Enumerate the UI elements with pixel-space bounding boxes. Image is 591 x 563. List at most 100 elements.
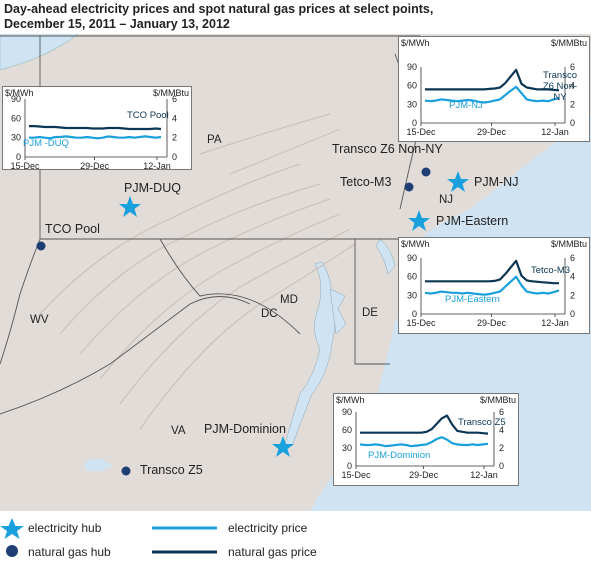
ytick-left-label: 0 (412, 118, 417, 128)
series-label-gas: Tetco-M3 (531, 265, 571, 276)
xtick-label: 29-Dec (477, 127, 507, 137)
inset-chart-duq: $/MWh $/MMBtu 90 60 30 0 6 4 2 0 15-Dec 29-Dec 12-… (2, 86, 192, 170)
electricity-price-line (29, 135, 162, 140)
xtick-label: 12-Jan (541, 318, 569, 328)
gas-hub-dot (121, 466, 131, 476)
ytick-left-label: 60 (407, 81, 417, 91)
xtick-label: 15-Dec (10, 161, 40, 169)
label-wv: WV (30, 314, 49, 326)
series-label-gas: TCO Pool (127, 110, 169, 121)
bay-inlet (329, 288, 347, 335)
series-label-electricity: PJM-Eastern (445, 294, 500, 305)
ytick-right-label: 0 (570, 309, 575, 319)
label-pjm-nj: PJM-NJ (474, 175, 519, 189)
inset-chart-nj: $/MWh $/MMBtu 90 60 30 0 6 4 2 0 15-Dec 29-Dec 12-… (398, 36, 590, 142)
label-transco-z6: Transco Z6 Non-NY (332, 142, 443, 156)
label-transco-z5: Transco Z5 (140, 463, 203, 477)
xtick-label: 12-Jan (470, 470, 498, 480)
ridge-texture (39, 113, 356, 430)
star-icon (119, 196, 141, 217)
electricity-price-line (359, 436, 489, 448)
xtick-label: 12-Jan (541, 127, 569, 137)
hub-markers (36, 167, 469, 476)
label-md: MD (280, 294, 298, 306)
label-de: DE (362, 307, 378, 319)
ytick-left-label: 30 (407, 99, 417, 109)
ytick-right-label: 4 (570, 81, 575, 91)
ytick-left-label: 0 (412, 309, 417, 319)
xtick-label: 29-Dec (80, 161, 110, 169)
gas-hub-dot (36, 241, 46, 251)
gas-price-line (425, 68, 560, 92)
ytick-left-label: 60 (342, 425, 352, 435)
star-icon (0, 518, 24, 539)
ytick-right-label: 2 (570, 290, 575, 300)
lake-erie (0, 34, 79, 71)
ytick-right-label: 4 (172, 113, 177, 123)
xtick-label: 29-Dec (409, 470, 439, 480)
legend-electricity-hub: electricity hub (28, 521, 102, 535)
ytick-left-label: 90 (407, 62, 417, 72)
ylabel-left: $/MWh (401, 38, 430, 48)
legend-natural-gas-hub: natural gas hub (28, 545, 111, 559)
series-label-gas: Transco Z5 (458, 417, 506, 428)
label-va: VA (171, 425, 186, 437)
ytick-left-label: 0 (16, 152, 21, 162)
ytick-right-label: 6 (570, 62, 575, 72)
star-icon (272, 436, 294, 457)
xtick-label: 12-Jan (143, 161, 171, 169)
ytick-left-label: 90 (342, 407, 352, 417)
label-tco-pool: TCO Pool (45, 222, 100, 236)
ylabel-right: $/MMBtu (479, 395, 516, 405)
ytick-right-label: 2 (172, 133, 177, 143)
ytick-left-label: 60 (407, 272, 417, 282)
xtick-label: 15-Dec (341, 470, 371, 480)
gas-price-line (360, 414, 489, 435)
ytick-right-label: 4 (499, 425, 504, 435)
title-line-1: Day-ahead electricity prices and spot na… (4, 2, 434, 16)
label-pjm-eastern: PJM-Eastern (436, 214, 509, 228)
label-pjm-dominion: PJM-Dominion (204, 422, 286, 436)
xtick-label: 15-Dec (406, 127, 436, 137)
label-tetco-m3: Tetco-M3 (340, 175, 392, 189)
series-label-electricity: PJM -DUQ (23, 138, 69, 149)
ylabel-left: $/MWh (5, 88, 34, 98)
legend-natural-gas-price: natural gas price (228, 545, 317, 559)
ytick-left-label: 30 (407, 290, 417, 300)
label-pa: PA (207, 134, 222, 146)
xtick-label: 15-Dec (406, 318, 436, 328)
ylabel-right: $/MMBtu (152, 88, 189, 98)
label-pjm-duq: PJM-DUQ (124, 181, 181, 195)
ytick-left-label: 60 (11, 113, 21, 123)
ytick-left-label: 30 (11, 133, 21, 143)
ylabel-left: $/MWh (401, 239, 430, 249)
gas-price-line (29, 124, 162, 131)
series-label-gas: Transco Z6 Non-NY (542, 70, 578, 103)
star-icon (447, 171, 469, 192)
series-label-electricity: PJM-NJ (449, 100, 483, 111)
title-line-2: December 15, 2011 – January 13, 2012 (4, 17, 230, 31)
ylabel-right: $/MMBtu (550, 38, 587, 48)
ytick-right-label: 2 (499, 443, 504, 453)
ylabel-left: $/MWh (336, 395, 365, 405)
star-icon (408, 210, 430, 231)
ytick-left-label: 90 (407, 253, 417, 263)
delaware-bay (375, 238, 396, 275)
legend: electricity hub natural gas hub electric… (0, 512, 591, 563)
gas-price-line (425, 259, 559, 285)
label-dc: DC (261, 308, 278, 320)
legend-symbols (0, 518, 217, 557)
gas-hub-dot (404, 182, 414, 192)
ytick-right-label: 6 (172, 94, 177, 104)
xtick-label: 29-Dec (477, 318, 507, 328)
ytick-right-label: 0 (570, 118, 575, 128)
ytick-right-label: 2 (570, 99, 575, 109)
chart-title: Day-ahead electricity prices and spot na… (4, 2, 589, 32)
ytick-right-label: 0 (172, 152, 177, 162)
label-nj: NJ (439, 194, 454, 206)
ytick-left-label: 90 (11, 94, 21, 104)
gas-hub-dot (421, 167, 431, 177)
